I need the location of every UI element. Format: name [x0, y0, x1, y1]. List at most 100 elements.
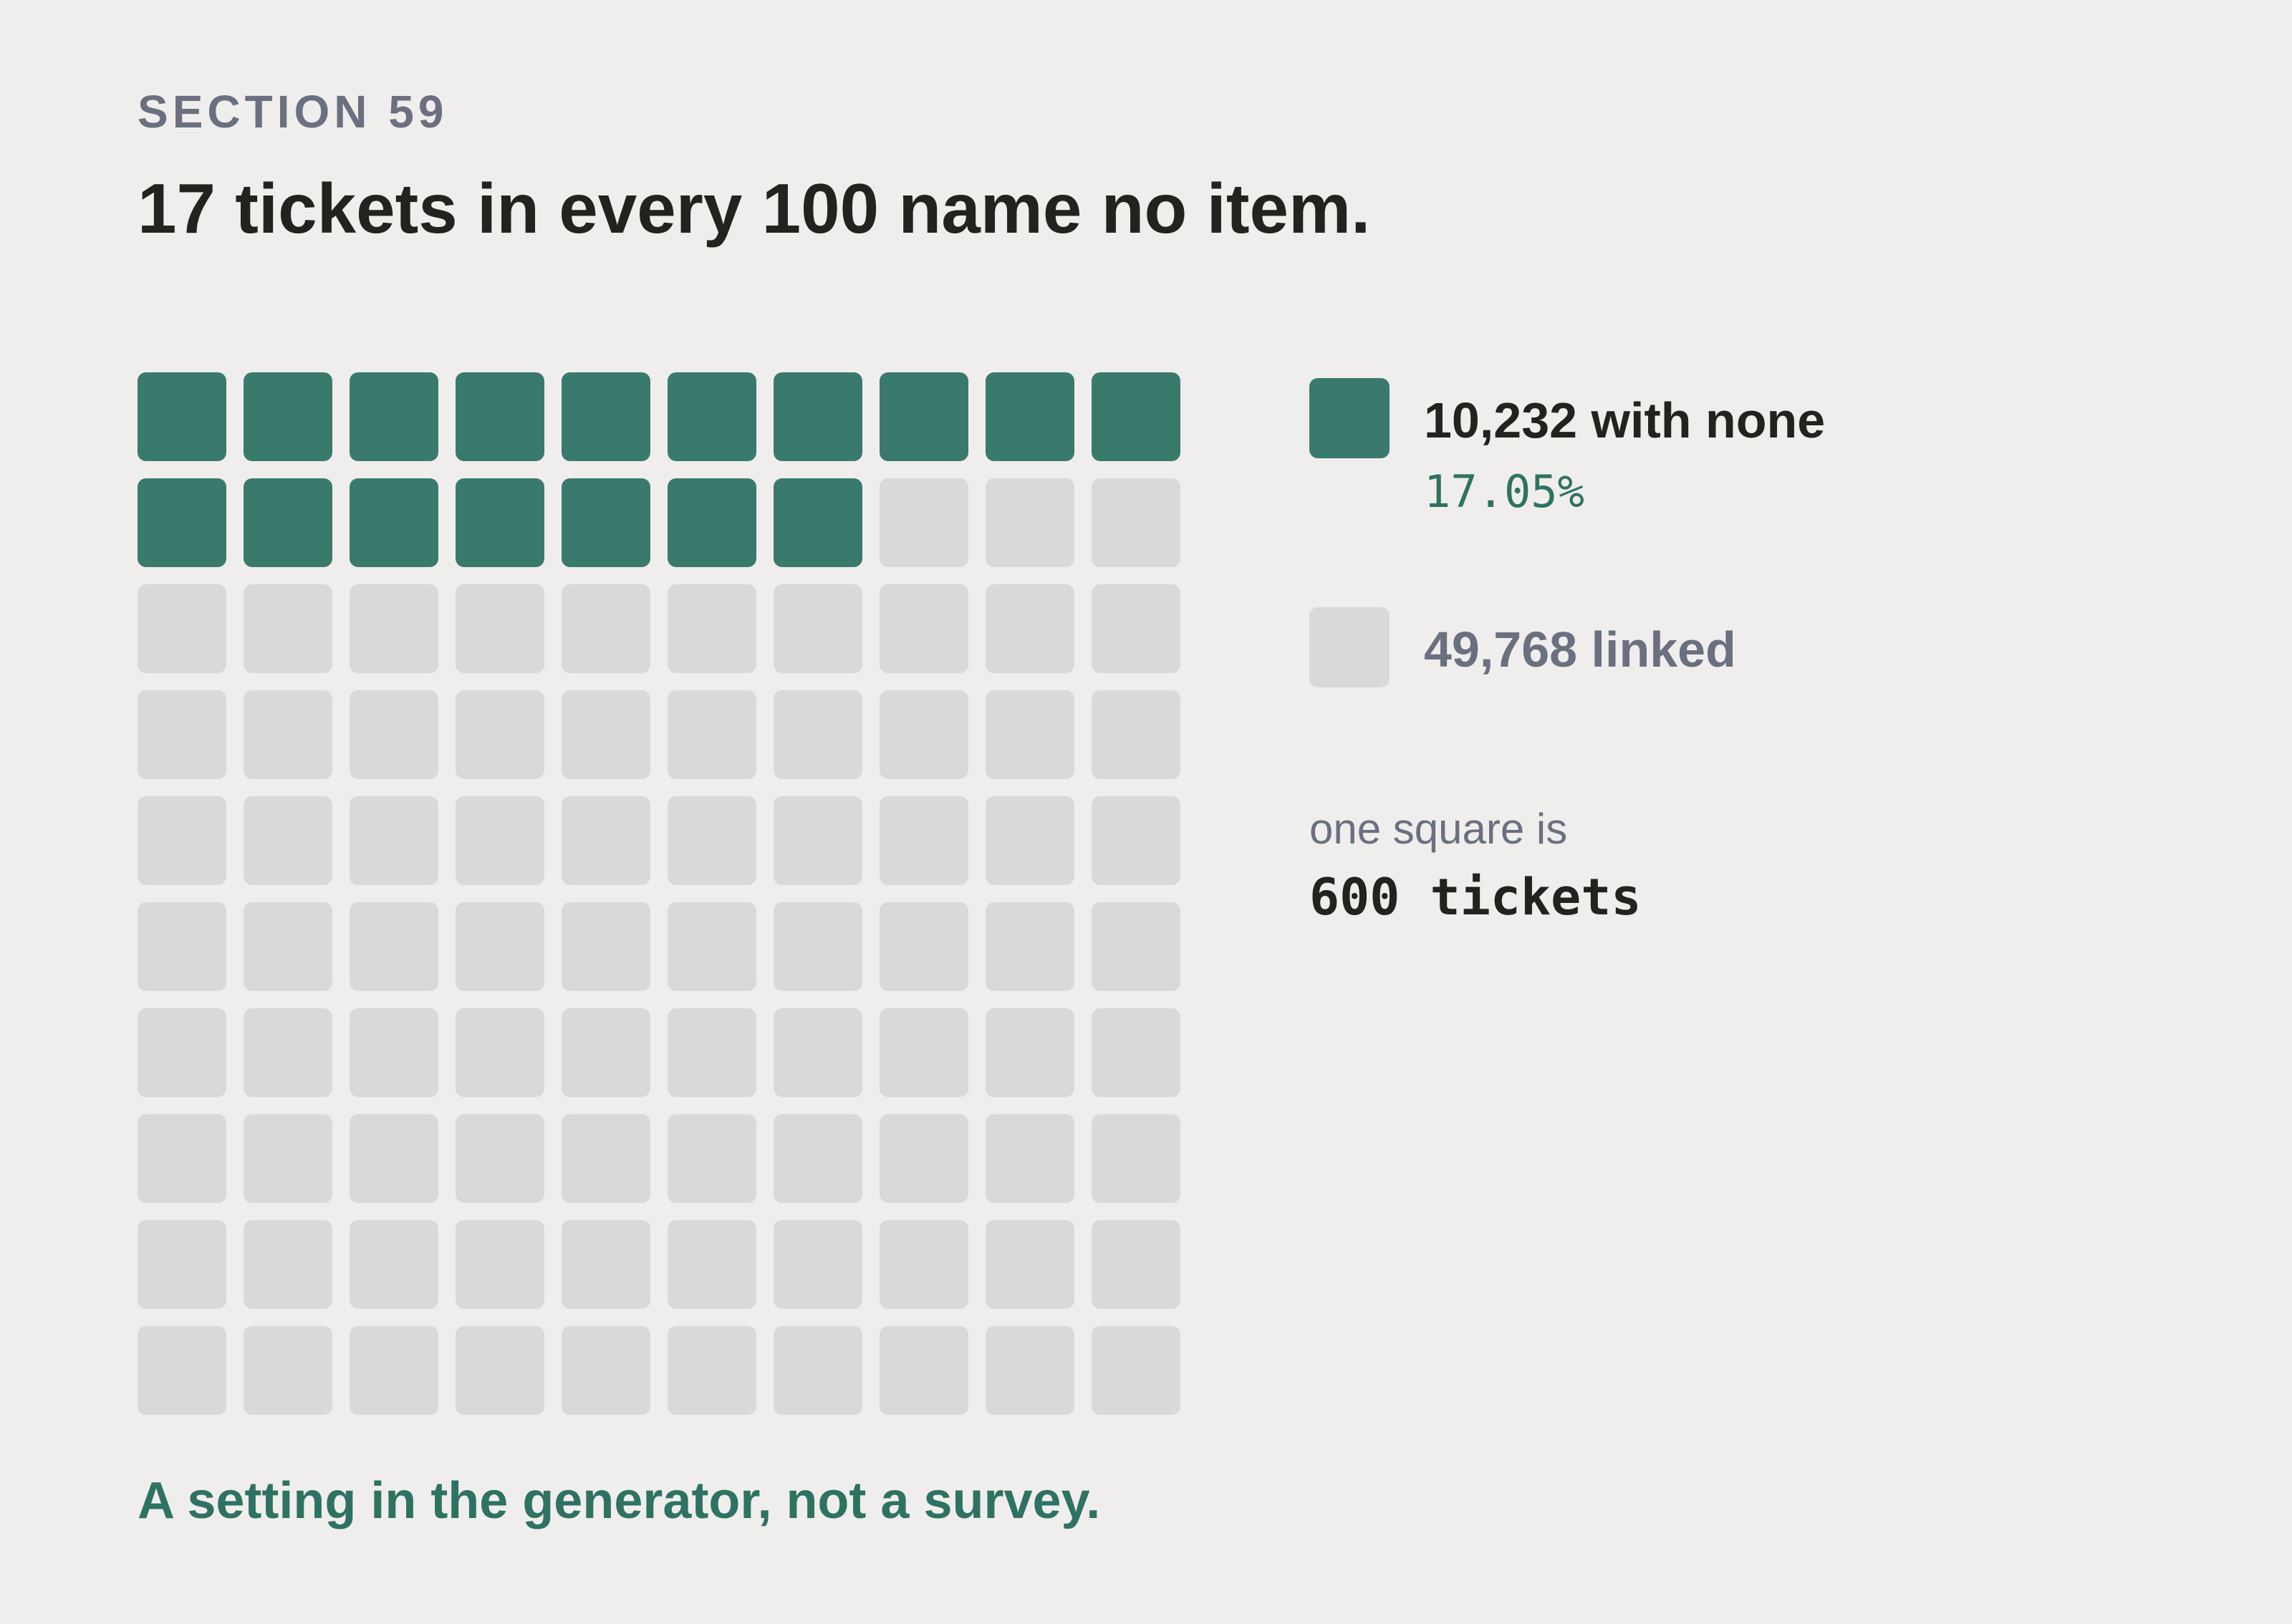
waffle-square-linked: [1092, 584, 1180, 673]
waffle-square-linked: [1092, 902, 1180, 991]
waffle-square-with-none: [350, 478, 438, 567]
legend-label-linked: 49,768 linked: [1424, 622, 1736, 677]
waffle-square-linked: [668, 796, 756, 885]
waffle-square-linked: [350, 1008, 438, 1097]
legend-swatch-with-none: [1309, 378, 1390, 458]
waffle-square-linked: [774, 1008, 862, 1097]
waffle-square-linked: [1092, 796, 1180, 885]
waffle-square-linked: [668, 1220, 756, 1309]
waffle-chart: [138, 372, 1180, 1415]
waffle-square-linked: [562, 690, 650, 779]
waffle-square-linked: [138, 796, 226, 885]
waffle-square-linked: [456, 1114, 544, 1203]
unit-value: 600 tickets: [1309, 868, 1642, 927]
waffle-square-linked: [1092, 1114, 1180, 1203]
waffle-square-linked: [986, 902, 1074, 991]
waffle-square-linked: [986, 1008, 1074, 1097]
waffle-square-with-none: [138, 478, 226, 567]
waffle-square-linked: [1092, 690, 1180, 779]
waffle-square-with-none: [668, 478, 756, 567]
waffle-square-linked: [880, 796, 968, 885]
waffle-square-with-none: [456, 372, 544, 461]
waffle-square-linked: [774, 690, 862, 779]
waffle-square-with-none: [986, 372, 1074, 461]
waffle-square-linked: [244, 1220, 332, 1309]
unit-caption: one square is: [1309, 805, 1568, 853]
waffle-square-linked: [986, 1114, 1074, 1203]
waffle-square-with-none: [138, 372, 226, 461]
waffle-square-linked: [986, 690, 1074, 779]
waffle-square-with-none: [774, 478, 862, 567]
waffle-square-linked: [668, 584, 756, 673]
waffle-square-linked: [880, 1326, 968, 1415]
waffle-square-linked: [880, 1220, 968, 1309]
waffle-square-linked: [668, 1326, 756, 1415]
waffle-square-linked: [562, 1114, 650, 1203]
waffle-square-linked: [880, 902, 968, 991]
waffle-square-linked: [350, 796, 438, 885]
waffle-square-linked: [668, 902, 756, 991]
waffle-square-with-none: [456, 478, 544, 567]
waffle-square-linked: [880, 584, 968, 673]
waffle-square-linked: [244, 1326, 332, 1415]
waffle-square-linked: [774, 1326, 862, 1415]
waffle-square-linked: [138, 1326, 226, 1415]
waffle-square-with-none: [1092, 372, 1180, 461]
waffle-square-linked: [1092, 478, 1180, 567]
waffle-square-linked: [668, 1114, 756, 1203]
waffle-square-with-none: [350, 372, 438, 461]
waffle-square-linked: [774, 796, 862, 885]
waffle-square-linked: [562, 796, 650, 885]
waffle-square-linked: [138, 1114, 226, 1203]
waffle-square-linked: [350, 1326, 438, 1415]
waffle-square-linked: [244, 796, 332, 885]
waffle-square-linked: [1092, 1326, 1180, 1415]
waffle-square-with-none: [774, 372, 862, 461]
waffle-square-linked: [562, 584, 650, 673]
waffle-square-linked: [986, 478, 1074, 567]
waffle-square-linked: [350, 1114, 438, 1203]
waffle-square-linked: [880, 1008, 968, 1097]
waffle-square-with-none: [562, 478, 650, 567]
waffle-square-linked: [244, 902, 332, 991]
waffle-square-linked: [562, 1220, 650, 1309]
waffle-square-linked: [562, 1008, 650, 1097]
legend-percent-with-none: 17.05%: [1424, 465, 1584, 518]
waffle-square-linked: [562, 1326, 650, 1415]
page-title: 17 tickets in every 100 name no item.: [138, 169, 1371, 248]
waffle-square-linked: [244, 584, 332, 673]
waffle-square-linked: [668, 1008, 756, 1097]
waffle-square-with-none: [244, 372, 332, 461]
waffle-square-linked: [1092, 1008, 1180, 1097]
waffle-square-linked: [774, 584, 862, 673]
waffle-square-linked: [350, 584, 438, 673]
waffle-square-linked: [774, 1114, 862, 1203]
waffle-square-linked: [562, 902, 650, 991]
waffle-square-linked: [880, 690, 968, 779]
waffle-square-linked: [350, 902, 438, 991]
waffle-square-linked: [138, 1220, 226, 1309]
waffle-square-linked: [456, 1008, 544, 1097]
legend-label-with-none: 10,232 with none: [1424, 392, 1826, 448]
waffle-square-linked: [986, 584, 1074, 673]
waffle-square-linked: [880, 478, 968, 567]
legend-swatch-linked: [1309, 607, 1390, 687]
waffle-square-linked: [1092, 1220, 1180, 1309]
footnote: A setting in the generator, not a survey…: [138, 1472, 1101, 1529]
waffle-square-linked: [986, 1220, 1074, 1309]
waffle-square-linked: [138, 584, 226, 673]
waffle-square-with-none: [880, 372, 968, 461]
waffle-square-linked: [350, 1220, 438, 1309]
waffle-square-linked: [456, 796, 544, 885]
waffle-square-linked: [986, 796, 1074, 885]
waffle-square-linked: [244, 690, 332, 779]
waffle-square-linked: [138, 902, 226, 991]
waffle-square-linked: [244, 1114, 332, 1203]
waffle-square-linked: [774, 902, 862, 991]
waffle-square-with-none: [668, 372, 756, 461]
waffle-square-linked: [456, 902, 544, 991]
waffle-square-linked: [774, 1220, 862, 1309]
waffle-square-linked: [244, 1008, 332, 1097]
waffle-square-linked: [456, 1220, 544, 1309]
waffle-square-linked: [138, 690, 226, 779]
